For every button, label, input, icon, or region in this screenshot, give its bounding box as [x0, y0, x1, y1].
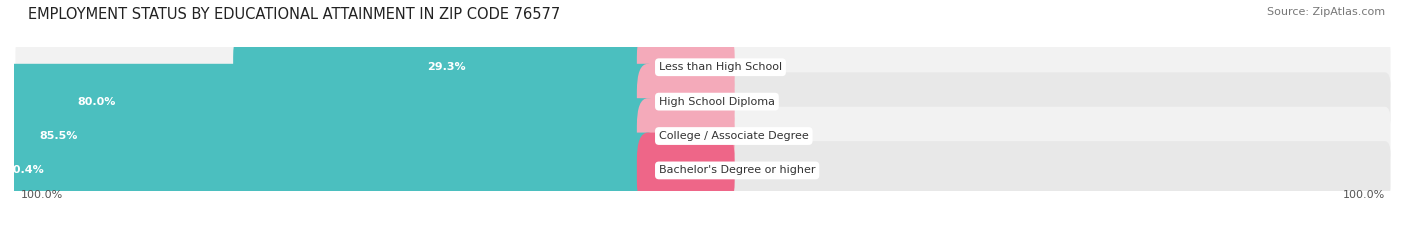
Text: 100.0%: 100.0% [21, 190, 63, 200]
Text: High School Diploma: High School Diploma [659, 97, 775, 107]
FancyBboxPatch shape [0, 98, 659, 174]
FancyBboxPatch shape [15, 38, 1391, 96]
Text: 90.4%: 90.4% [6, 165, 45, 175]
FancyBboxPatch shape [637, 29, 735, 105]
FancyBboxPatch shape [233, 29, 659, 105]
FancyBboxPatch shape [0, 64, 659, 140]
Text: 0.0%: 0.0% [744, 62, 772, 72]
FancyBboxPatch shape [637, 98, 735, 174]
Text: 0.7%: 0.7% [744, 165, 773, 175]
FancyBboxPatch shape [0, 133, 659, 208]
Text: EMPLOYMENT STATUS BY EDUCATIONAL ATTAINMENT IN ZIP CODE 76577: EMPLOYMENT STATUS BY EDUCATIONAL ATTAINM… [28, 7, 561, 22]
FancyBboxPatch shape [637, 133, 735, 208]
Text: 0.0%: 0.0% [744, 131, 772, 141]
Text: Bachelor's Degree or higher: Bachelor's Degree or higher [659, 165, 815, 175]
Text: 85.5%: 85.5% [39, 131, 77, 141]
Text: Source: ZipAtlas.com: Source: ZipAtlas.com [1267, 7, 1385, 17]
FancyBboxPatch shape [15, 141, 1391, 200]
Text: College / Associate Degree: College / Associate Degree [659, 131, 808, 141]
Text: 100.0%: 100.0% [1343, 190, 1385, 200]
FancyBboxPatch shape [15, 107, 1391, 165]
FancyBboxPatch shape [637, 64, 735, 140]
Text: 29.3%: 29.3% [426, 62, 465, 72]
Text: 0.0%: 0.0% [744, 97, 772, 107]
FancyBboxPatch shape [15, 72, 1391, 131]
Text: 80.0%: 80.0% [77, 97, 115, 107]
Text: Less than High School: Less than High School [659, 62, 782, 72]
